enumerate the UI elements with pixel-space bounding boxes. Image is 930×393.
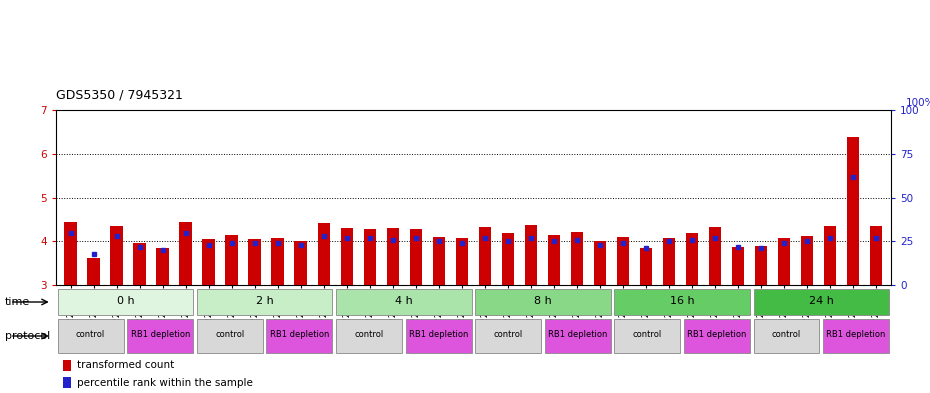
- Bar: [87, 258, 100, 285]
- Text: RB1 depletion: RB1 depletion: [687, 331, 747, 340]
- Bar: [409, 229, 422, 285]
- Text: time: time: [5, 297, 30, 307]
- Bar: [197, 289, 332, 315]
- Bar: [387, 228, 399, 285]
- Bar: [754, 246, 767, 285]
- Bar: [571, 231, 583, 285]
- Bar: [64, 222, 77, 285]
- Text: RB1 depletion: RB1 depletion: [827, 331, 886, 340]
- Text: protocol: protocol: [5, 331, 50, 341]
- Bar: [179, 222, 193, 285]
- Text: 2 h: 2 h: [256, 296, 273, 306]
- Bar: [685, 233, 698, 285]
- Bar: [732, 246, 744, 285]
- Bar: [870, 226, 883, 285]
- Bar: [662, 238, 675, 285]
- Bar: [432, 237, 445, 285]
- Bar: [133, 243, 146, 285]
- Bar: [475, 289, 611, 315]
- Text: control: control: [215, 331, 245, 340]
- Bar: [545, 319, 611, 353]
- Text: RB1 depletion: RB1 depletion: [130, 331, 190, 340]
- Bar: [615, 319, 681, 353]
- Bar: [525, 225, 538, 285]
- Bar: [156, 248, 169, 285]
- Bar: [62, 360, 71, 371]
- Text: 8 h: 8 h: [534, 296, 551, 306]
- Bar: [593, 241, 606, 285]
- Text: control: control: [354, 331, 383, 340]
- Bar: [640, 248, 652, 285]
- Bar: [340, 228, 353, 285]
- Bar: [753, 319, 819, 353]
- Bar: [317, 223, 330, 285]
- Bar: [456, 238, 468, 285]
- Bar: [127, 319, 193, 353]
- Bar: [295, 241, 307, 285]
- Text: control: control: [772, 331, 801, 340]
- Bar: [203, 239, 215, 285]
- Bar: [336, 289, 472, 315]
- Text: control: control: [494, 331, 523, 340]
- Text: GDS5350 / 7945321: GDS5350 / 7945321: [56, 89, 182, 102]
- Text: RB1 depletion: RB1 depletion: [409, 331, 469, 340]
- Bar: [501, 233, 514, 285]
- Bar: [62, 377, 71, 388]
- Bar: [824, 226, 836, 285]
- Text: RB1 depletion: RB1 depletion: [270, 331, 329, 340]
- Bar: [58, 319, 124, 353]
- Bar: [266, 319, 332, 353]
- Text: percentile rank within the sample: percentile rank within the sample: [76, 378, 253, 388]
- Text: transformed count: transformed count: [76, 360, 174, 370]
- Bar: [777, 238, 790, 285]
- Bar: [248, 239, 261, 285]
- Bar: [709, 227, 722, 285]
- Text: control: control: [76, 331, 105, 340]
- Y-axis label: 100%: 100%: [906, 98, 930, 108]
- Bar: [615, 289, 750, 315]
- Bar: [548, 235, 560, 285]
- Bar: [58, 289, 193, 315]
- Bar: [846, 137, 859, 285]
- Text: RB1 depletion: RB1 depletion: [548, 331, 607, 340]
- Text: 24 h: 24 h: [809, 296, 834, 306]
- Bar: [684, 319, 750, 353]
- Bar: [753, 289, 889, 315]
- Bar: [617, 237, 630, 285]
- Bar: [479, 227, 491, 285]
- Text: 16 h: 16 h: [670, 296, 695, 306]
- Bar: [225, 235, 238, 285]
- Text: 4 h: 4 h: [395, 296, 413, 306]
- Bar: [823, 319, 889, 353]
- Text: 0 h: 0 h: [116, 296, 134, 306]
- Bar: [475, 319, 541, 353]
- Bar: [364, 229, 376, 285]
- Bar: [197, 319, 263, 353]
- Bar: [111, 226, 123, 285]
- Text: control: control: [632, 331, 662, 340]
- Bar: [272, 238, 285, 285]
- Bar: [405, 319, 472, 353]
- Bar: [801, 236, 814, 285]
- Bar: [336, 319, 402, 353]
